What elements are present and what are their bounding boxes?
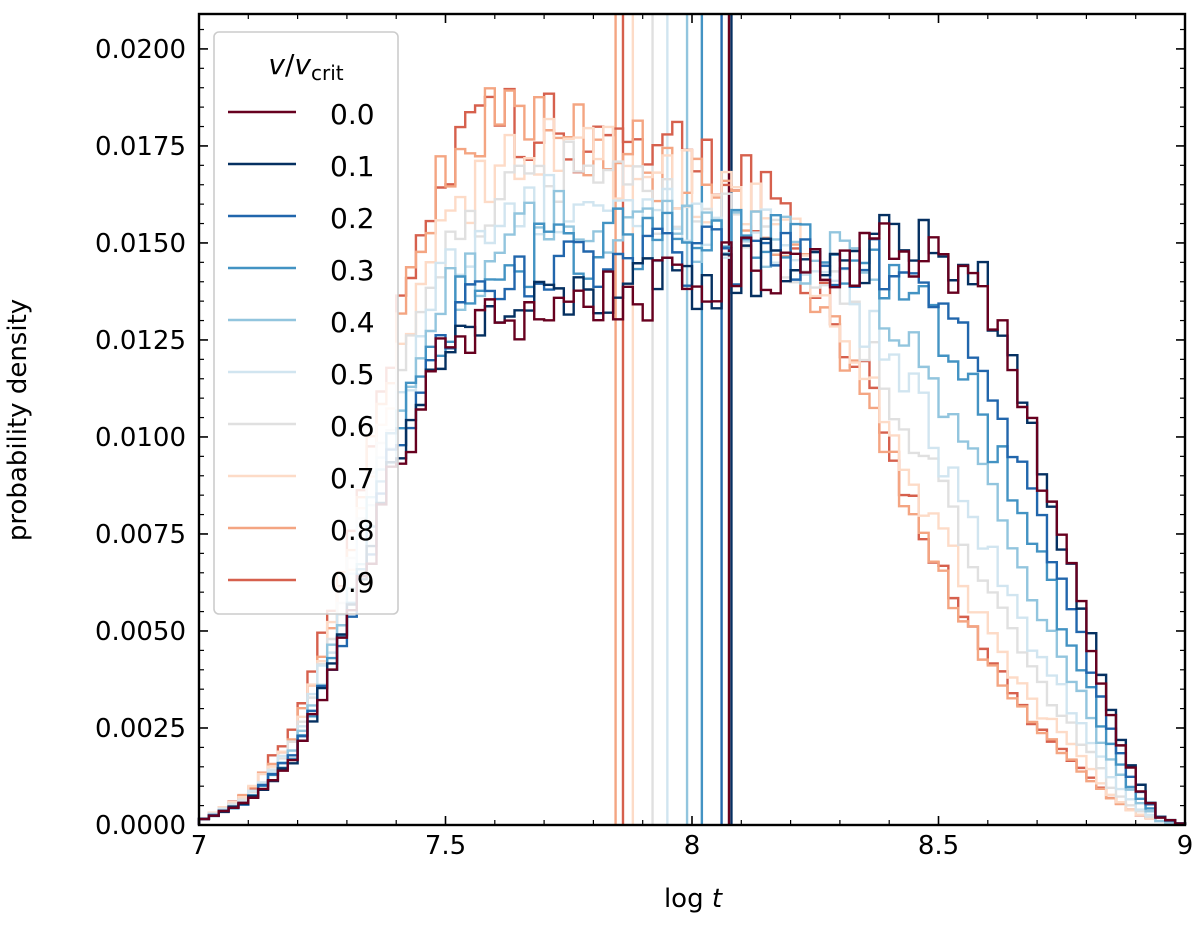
y-tick-label: 0.0200 [95, 35, 186, 65]
y-axis-title: probability density [3, 299, 33, 541]
y-tick-label: 0.0075 [95, 520, 186, 550]
legend-items: 0.0 0.1 0.2 0.3 0.4 0.5 0.6 0.7 0.8 0.9 [228, 98, 375, 599]
legend-label: 0.7 [330, 462, 375, 495]
legend: v/vcrit 0.0 0.1 0.2 0.3 0.4 0.5 0.6 0.7 0.8 0.9 [213, 31, 399, 615]
y-tick-labels: 0.0000 0.0025 0.0050 0.0075 0.0100 0.0125 0.01… [95, 35, 186, 841]
y-tick-label: 0.0000 [95, 811, 186, 841]
legend-label: 0.9 [330, 566, 375, 599]
y-tick-label: 0.0150 [95, 229, 186, 259]
legend-label: 0.5 [330, 358, 375, 391]
legend-label: 0.2 [330, 202, 375, 235]
x-axis-title: log t [664, 884, 723, 914]
plot-frame [197, 12, 1187, 827]
x-tick-label: 8 [684, 831, 701, 861]
y-tick-label: 0.0100 [95, 423, 186, 453]
y-tick-label: 0.0175 [95, 132, 186, 162]
y-tick-label: 0.0025 [95, 714, 186, 744]
y-tick-label: 0.0050 [95, 617, 186, 647]
x-tick-label: 7 [191, 831, 208, 861]
y-tick-label: 0.0125 [95, 326, 186, 356]
legend-label: 0.8 [330, 514, 375, 547]
legend-label: 0.1 [330, 150, 375, 183]
legend-label: 0.6 [330, 410, 375, 443]
x-tick-label: 9 [1177, 831, 1194, 861]
x-tick-labels: 7 7.5 8 8.5 9 [191, 831, 1194, 861]
legend-label: 0.3 [330, 254, 375, 287]
legend-label: 0.0 [330, 98, 375, 131]
x-tick-label: 8.5 [918, 831, 959, 861]
legend-box [213, 31, 399, 615]
x-tick-label: 7.5 [425, 831, 466, 861]
legend-title: v/vcrit [268, 48, 343, 85]
legend-label: 0.4 [330, 306, 375, 339]
